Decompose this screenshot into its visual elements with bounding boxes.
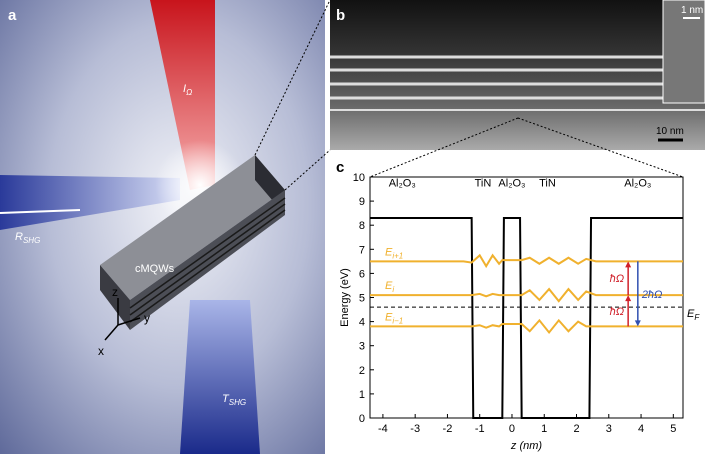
transition-label: ħΩ	[610, 273, 625, 285]
y-tick-label: 4	[359, 317, 365, 329]
y-tick-label: 3	[359, 341, 365, 353]
reflected-label: RSHG	[15, 231, 40, 245]
energy-level	[370, 253, 683, 269]
level-label: Ei−1	[385, 311, 403, 325]
transmitted-label: TSHG	[222, 393, 246, 407]
x-tick-label: -1	[475, 423, 485, 435]
energy-level	[370, 287, 683, 303]
axis-z: z	[112, 285, 118, 299]
region-label: TiN	[475, 178, 492, 190]
y-tick-label: 5	[359, 293, 365, 305]
level-label: Ei+1	[385, 246, 403, 260]
potential-line	[370, 216, 683, 419]
transition-label: 2ħΩ	[641, 289, 663, 301]
y-tick-label: 1	[359, 389, 365, 401]
transition-label: ħΩ	[610, 306, 625, 318]
x-tick-label: -4	[378, 423, 388, 435]
level-label-base: E	[385, 246, 393, 258]
x-tick-label: 0	[509, 423, 515, 435]
region-label: Al₂O₃	[624, 178, 651, 190]
x-tick-label: 1	[541, 423, 547, 435]
region-label: Al₂O₃	[389, 178, 416, 190]
tem-layers	[330, 55, 705, 111]
level-label-sub: i−1	[392, 316, 403, 325]
panel-label: a	[8, 7, 17, 24]
arrow-head	[634, 320, 641, 327]
reflected-beam	[0, 175, 180, 230]
level-label: Ei	[385, 280, 394, 294]
beam-label: IΩ	[183, 83, 192, 97]
x-tick-label: 3	[606, 423, 612, 435]
reflected-arrow	[0, 209, 81, 214]
fermi-label: EF	[687, 308, 700, 322]
arrow-head	[625, 261, 632, 268]
fermi-label-sub: F	[694, 313, 700, 322]
connector-lines	[254, 0, 684, 191]
arrow-head	[625, 295, 632, 302]
y-tick-label: 0	[359, 413, 365, 425]
panel-b: b 1 nm 10 nm	[330, 0, 706, 150]
x-tick-label: 5	[670, 423, 676, 435]
level-label-base: E	[385, 311, 393, 323]
panel-a: a IΩ RSHG TSHG cMQWs z y x	[0, 0, 325, 454]
level-label-base: E	[385, 280, 393, 292]
panel-label: c	[336, 159, 344, 176]
region-label: TiN	[539, 178, 556, 190]
y-axis-label: Energy (eV)	[339, 268, 351, 327]
level-label-sub: i	[392, 285, 394, 294]
sample-layers	[129, 197, 286, 323]
scale-label: 10 nm	[656, 126, 684, 137]
x-tick-label: 2	[573, 423, 579, 435]
level-label-sub: i+1	[392, 251, 403, 260]
x-tick-label: -2	[443, 423, 453, 435]
sample-side	[100, 265, 130, 330]
tem-image	[330, 0, 705, 150]
inset-scale-label: 1 nm	[681, 5, 703, 16]
x-tick-label: 4	[638, 423, 644, 435]
y-tick-label: 8	[359, 220, 365, 232]
fermi-label-base: E	[687, 308, 695, 320]
transmitted-beam	[180, 300, 260, 454]
axis-x: x	[98, 344, 104, 358]
y-tick-label: 10	[353, 172, 365, 184]
panel-c: 0 1 2 3 4 5 6 7 8 9 10 -4 -3 -2 -1 0 1 2 3 4 5 z (nm) Energy (…	[339, 172, 700, 452]
y-tick-label: 9	[359, 196, 365, 208]
y-tick-label: 7	[359, 244, 365, 256]
panel-label: b	[336, 7, 345, 24]
y-tick-label: 2	[359, 365, 365, 377]
coordinate-axes	[104, 298, 141, 341]
region-label: Al₂O₃	[498, 178, 525, 190]
axis-y: y	[144, 311, 150, 325]
sample-label: cMQWs	[135, 263, 175, 275]
sample-top	[100, 155, 285, 300]
plot-frame	[369, 176, 684, 419]
x-axis-label: z (nm)	[510, 440, 543, 452]
energy-level	[370, 318, 683, 335]
y-tick-label: 6	[359, 268, 365, 280]
x-tick-label: -3	[410, 423, 420, 435]
